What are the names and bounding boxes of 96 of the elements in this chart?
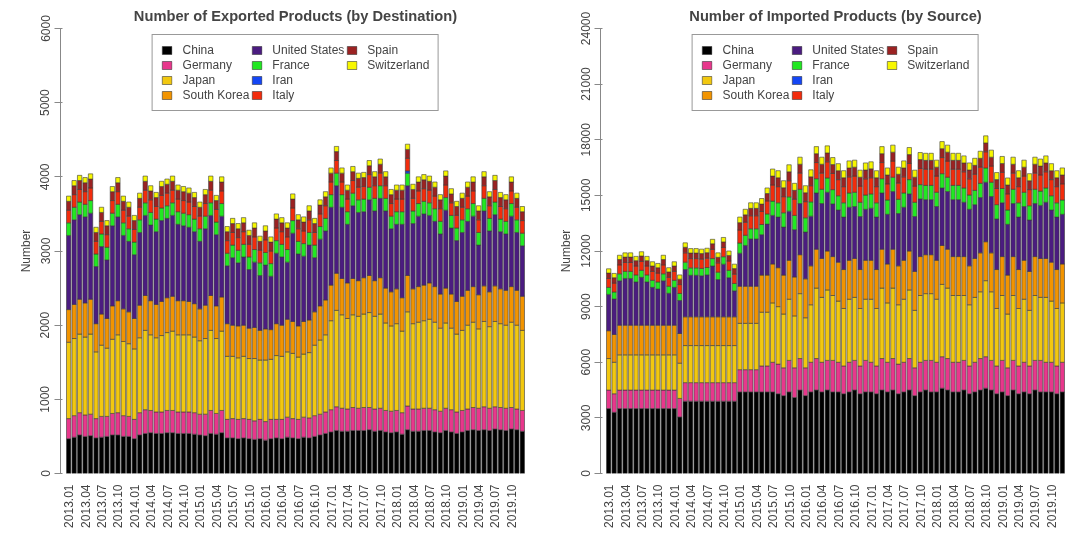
legend-label: Iran bbox=[272, 73, 294, 87]
y-tick-label: 3000 bbox=[578, 404, 593, 432]
x-tick-label: 2017.04 bbox=[340, 484, 355, 528]
legend-label: Spain bbox=[907, 43, 939, 57]
x-tick-label: 2015.07 bbox=[766, 484, 781, 528]
x-tick-label: 2014.04 bbox=[144, 484, 159, 528]
y-tick-label: 0 bbox=[38, 469, 53, 477]
x-tick-label: 2018.01 bbox=[930, 484, 945, 528]
x-tick-label: 2015.04 bbox=[749, 484, 764, 528]
y-axis-title: Number bbox=[18, 229, 33, 273]
x-tick-label: 2015.07 bbox=[226, 484, 241, 528]
x-tick-label: 2014.01 bbox=[667, 484, 682, 528]
y-axis-title: Number bbox=[558, 229, 573, 273]
legend-label: Germany bbox=[722, 58, 772, 72]
x-tick-label: 2016.10 bbox=[848, 484, 863, 528]
x-tick-label: 2014.10 bbox=[716, 484, 731, 528]
legend-label: Spain bbox=[367, 43, 399, 57]
y-tick-label: 21000 bbox=[578, 67, 593, 101]
x-tick-label: 2018.04 bbox=[946, 484, 961, 528]
legend-label: Japan bbox=[182, 73, 216, 87]
x-tick-label: 2015.01 bbox=[733, 484, 748, 528]
x-tick-label: 2019.07 bbox=[1028, 484, 1043, 528]
x-tick-label: 2013.01 bbox=[602, 484, 617, 528]
legend-label: Italy bbox=[272, 88, 295, 102]
x-tick-label: 2016.01 bbox=[798, 484, 813, 528]
legend-label: Germany bbox=[182, 58, 232, 72]
legend-label: South Korea bbox=[182, 88, 250, 102]
x-tick-label: 2015.01 bbox=[193, 484, 208, 528]
x-tick-label: 2013.04 bbox=[78, 484, 93, 528]
x-tick-label: 2019.04 bbox=[1012, 484, 1027, 528]
y-tick-label: 6000 bbox=[38, 14, 53, 42]
x-tick-label: 2016.10 bbox=[308, 484, 323, 528]
legend-label: South Korea bbox=[722, 88, 790, 102]
x-tick-label: 2019.10 bbox=[1044, 484, 1059, 528]
x-tick-label: 2017.04 bbox=[880, 484, 895, 528]
x-tick-label: 2017.10 bbox=[373, 484, 388, 528]
y-tick-label: 0 bbox=[578, 469, 593, 477]
y-tick-label: 4000 bbox=[38, 163, 53, 191]
x-tick-label: 2018.10 bbox=[439, 484, 454, 528]
x-tick-label: 2016.07 bbox=[291, 484, 306, 528]
x-tick-label: 2013.10 bbox=[111, 484, 126, 528]
x-tick-label: 2018.07 bbox=[962, 484, 977, 528]
chart-title: Number of Exported Products (by Destination) bbox=[133, 7, 458, 24]
x-tick-label: 2017.07 bbox=[897, 484, 912, 528]
x-tick-label: 2019.10 bbox=[504, 484, 519, 528]
legend-label: Italy bbox=[812, 88, 835, 102]
x-tick-label: 2017.01 bbox=[324, 484, 339, 528]
x-tick-label: 2019.01 bbox=[455, 484, 470, 528]
x-tick-label: 2015.04 bbox=[209, 484, 224, 528]
x-tick-label: 2016.04 bbox=[275, 484, 290, 528]
x-tick-label: 2018.07 bbox=[422, 484, 437, 528]
x-tick-label: 2014.04 bbox=[684, 484, 699, 528]
x-tick-label: 2016.04 bbox=[815, 484, 830, 528]
x-tick-label: 2019.07 bbox=[488, 484, 503, 528]
legend-label: Japan bbox=[722, 73, 756, 87]
y-tick-label: 1000 bbox=[38, 385, 53, 413]
x-tick-label: 2019.01 bbox=[995, 484, 1010, 528]
x-tick-label: 2014.01 bbox=[127, 484, 142, 528]
x-tick-label: 2016.07 bbox=[831, 484, 846, 528]
x-tick-label: 2019.04 bbox=[472, 484, 487, 528]
legend-label: Switzerland bbox=[367, 58, 430, 72]
x-tick-label: 2014.07 bbox=[160, 484, 175, 528]
y-tick-label: 9000 bbox=[578, 292, 593, 320]
legend-label: Iran bbox=[812, 73, 834, 87]
x-tick-label: 2014.07 bbox=[700, 484, 715, 528]
legend-label: China bbox=[722, 43, 754, 57]
y-tick-label: 24000 bbox=[578, 11, 593, 46]
x-tick-label: 2013.07 bbox=[634, 484, 649, 528]
x-tick-label: 2013.10 bbox=[651, 484, 666, 528]
x-tick-label: 2013.01 bbox=[62, 484, 77, 528]
chart-title: Number of Imported Products (by Source) bbox=[689, 7, 982, 24]
y-tick-label: 2000 bbox=[38, 311, 53, 339]
legend-label: United States bbox=[812, 43, 885, 57]
x-tick-label: 2017.07 bbox=[357, 484, 372, 528]
x-tick-label: 2014.10 bbox=[176, 484, 191, 528]
legend-label: France bbox=[812, 58, 850, 72]
x-tick-label: 2015.10 bbox=[782, 484, 797, 528]
x-tick-label: 2018.01 bbox=[390, 484, 405, 528]
x-tick-label: 2016.01 bbox=[258, 484, 273, 528]
x-tick-label: 2018.10 bbox=[979, 484, 994, 528]
legend-label: Switzerland bbox=[907, 58, 970, 72]
y-tick-label: 18000 bbox=[578, 122, 593, 157]
y-tick-label: 15000 bbox=[578, 178, 593, 213]
y-tick-label: 12000 bbox=[578, 233, 593, 268]
legend-label: France bbox=[272, 58, 310, 72]
x-tick-label: 2017.10 bbox=[913, 484, 928, 528]
x-tick-label: 2013.07 bbox=[94, 484, 109, 528]
y-tick-label: 3000 bbox=[38, 237, 53, 265]
y-tick-label: 5000 bbox=[38, 88, 53, 117]
x-tick-label: 2015.10 bbox=[242, 484, 257, 528]
legend-label: United States bbox=[272, 43, 345, 57]
legend-label: China bbox=[182, 43, 214, 57]
x-tick-label: 2013.04 bbox=[618, 484, 633, 528]
x-tick-label: 2017.01 bbox=[864, 484, 879, 528]
y-tick-label: 6000 bbox=[578, 348, 593, 376]
x-tick-label: 2018.04 bbox=[406, 484, 421, 528]
